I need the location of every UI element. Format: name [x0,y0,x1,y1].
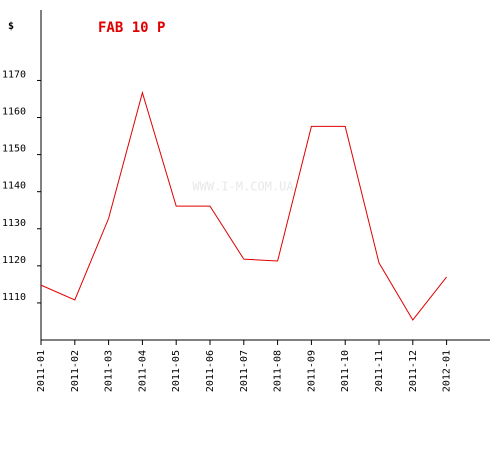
x-tick-label: 2011-05 [171,350,182,392]
y-tick-label: 1110 [2,292,26,303]
x-tick-label: 2012-01 [442,350,453,392]
y-tick-label: 1120 [2,255,26,266]
x-tick-label: 2011-09 [306,350,317,392]
x-tick-label: 2011-06 [205,350,216,392]
y-tick-label: 1170 [2,69,26,80]
x-tick-label: 2011-02 [70,350,81,392]
y-unit: $ [8,21,14,32]
chart-title: FAB 10 P [98,20,165,36]
x-tick-label: 2011-11 [374,350,385,392]
x-tick-label: 2011-04 [137,350,148,392]
x-tick-label: 2011-01 [36,350,47,392]
y-tick-label: 1130 [2,218,26,229]
x-tick-label: 2011-10 [340,350,351,392]
line-series [40,90,447,321]
x-tick-label: 2011-12 [408,350,419,392]
x-tick-label: 2011-08 [273,350,284,392]
x-tick-label: 2011-07 [239,350,250,392]
y-tick-label: 1160 [2,107,26,118]
x-tick-label: 2011-03 [104,350,115,392]
y-tick-label: 1150 [2,144,26,155]
y-tick-label: 1140 [2,181,26,192]
watermark: WWW.I-M.COM.UA [192,180,294,194]
